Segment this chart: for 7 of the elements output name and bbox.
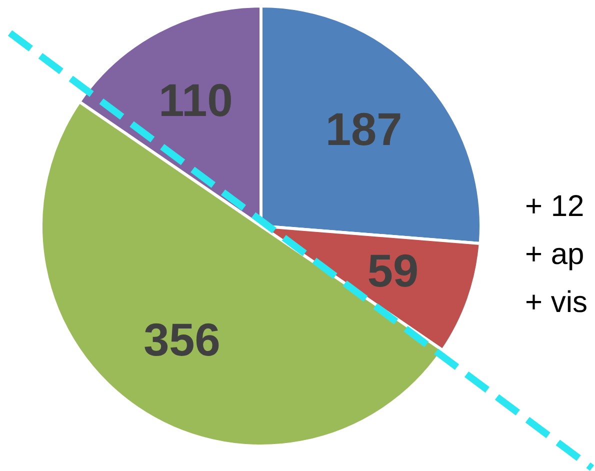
text: + vis	[525, 286, 588, 319]
text: + 12	[525, 190, 584, 223]
data-label: 110	[158, 74, 233, 126]
data-label: 187	[325, 103, 402, 156]
text: + ap	[525, 238, 584, 271]
data-label: 59	[367, 244, 419, 297]
data-label: 356	[144, 314, 220, 366]
